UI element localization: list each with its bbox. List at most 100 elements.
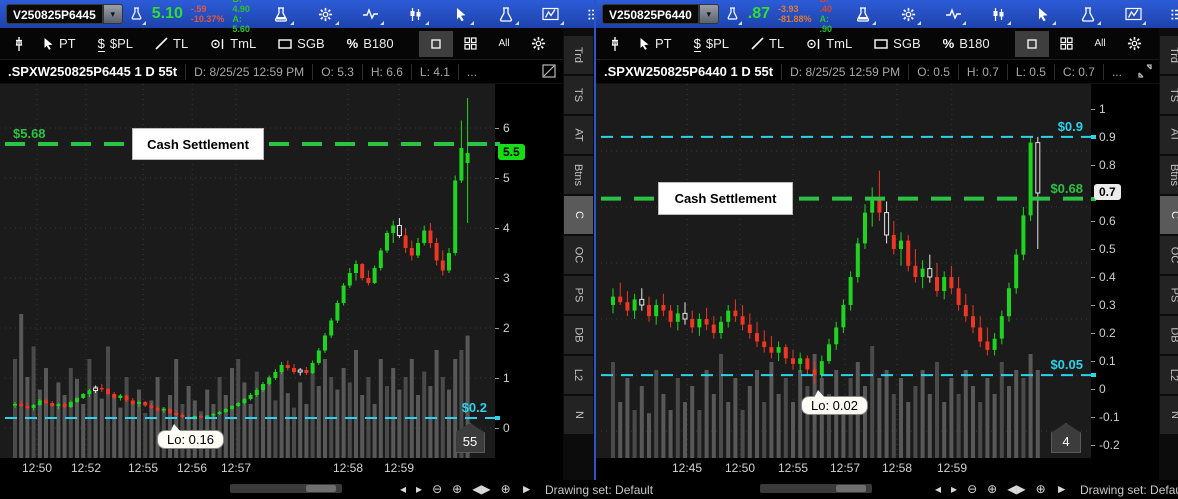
symbol-dropdown-button[interactable]: ▾ <box>102 4 123 24</box>
price-chart[interactable]: Cash Settlement Lo: 0.16 55 $5.68 $0.2 <box>5 84 495 458</box>
crosshair-icon[interactable]: ⊕ <box>500 482 511 496</box>
zoom-out-icon[interactable]: ⊖ <box>432 482 443 496</box>
h-scrollbar-handle[interactable] <box>306 485 336 492</box>
symbol-input[interactable]: V250825P6445 <box>6 4 103 24</box>
grid-view-button[interactable] <box>1049 31 1083 57</box>
tl-button[interactable]: TL <box>146 32 197 55</box>
gear-icon[interactable] <box>317 5 339 25</box>
side-tab-trd[interactable]: Trd <box>1160 36 1178 74</box>
side-tab-btns[interactable]: Btns <box>564 156 593 194</box>
zoom-in-icon[interactable]: ⊕ <box>987 482 998 496</box>
grid-view-button[interactable] <box>453 31 487 57</box>
b180-button[interactable]: % B180 <box>942 36 990 51</box>
side-tab-db[interactable]: DB <box>564 316 593 354</box>
time-axis[interactable]: 12:45 12:50 12:55 12:57 12:58 12:59 <box>596 458 1159 480</box>
cursor-pointer-icon[interactable] <box>1034 5 1057 25</box>
time-axis[interactable]: 12:50 12:52 12:55 12:56 12:57 12:58 12:59 <box>0 458 563 480</box>
pan-left-icon[interactable]: ◂ <box>935 482 942 496</box>
side-tab-ps[interactable]: PS <box>564 276 593 314</box>
side-tab-l2[interactable]: L2 <box>1160 356 1178 394</box>
zoom-in-icon[interactable]: ⊕ <box>452 482 463 496</box>
cursor-mode-icon[interactable]: ► <box>1055 482 1068 496</box>
pan-left-icon[interactable]: ◂ <box>400 482 407 496</box>
side-tab-at[interactable]: AT <box>1160 116 1178 154</box>
pin-toolbar-button[interactable] <box>604 32 626 56</box>
bar-width-icon[interactable]: ◀▶ <box>472 482 491 496</box>
all-button[interactable]: All <box>1094 38 1106 49</box>
side-tab-n[interactable]: N <box>564 396 593 434</box>
tl-button[interactable]: TL <box>742 32 793 55</box>
side-tab-ts[interactable]: TS <box>564 76 593 114</box>
symbol-input[interactable]: V250825P6440 <box>602 4 699 24</box>
price-axis[interactable]: 6 5 4 3 2 1 0 5.5 <box>495 84 563 458</box>
studies-pulse-icon[interactable] <box>362 5 384 25</box>
side-tab-oc[interactable]: OC <box>1160 236 1178 274</box>
chart-settings-gear-icon[interactable] <box>521 31 555 57</box>
pt-button[interactable]: PT <box>34 32 85 55</box>
chart-left-gutter <box>0 84 5 458</box>
drawing-set-label[interactable]: Drawing set: Default <box>545 483 654 497</box>
analyze-flask-icon[interactable] <box>1079 5 1102 25</box>
sgb-button[interactable]: SGB <box>865 32 929 55</box>
pin-toolbar-button[interactable] <box>8 32 30 56</box>
title-bar: V250825P6440 ▾ .87 -3.93 -81.88% B: .40 … <box>596 0 1178 34</box>
cash-settlement-note[interactable]: Cash Settlement <box>658 182 793 216</box>
side-tab-ps[interactable]: PS <box>1160 276 1178 314</box>
side-tab-trd[interactable]: Trd <box>564 36 593 74</box>
cash-settlement-note[interactable]: Cash Settlement <box>132 128 264 160</box>
y-tick-mark <box>1091 165 1095 166</box>
bottom-control-bar: ◂ ▸ ⊖ ⊕ ◀▶ ⊕ ► Drawing set: Default ◂ ▸ ⊖ ⊕ ◀… <box>0 480 1178 499</box>
b180-button[interactable]: % B180 <box>346 36 394 51</box>
side-tab-ts[interactable]: TS <box>1160 76 1178 114</box>
pan-right-icon[interactable]: ▸ <box>416 482 423 496</box>
y-tick-mark <box>495 228 499 229</box>
side-tab-btns[interactable]: Btns <box>1160 156 1178 194</box>
studies-pulse-icon[interactable] <box>944 5 967 25</box>
crosshair-icon[interactable]: ⊕ <box>1035 482 1046 496</box>
single-view-button[interactable] <box>419 30 453 57</box>
pan-right-icon[interactable]: ▸ <box>951 482 958 496</box>
chart-settings-gear-icon[interactable] <box>1117 31 1151 57</box>
pattern-candles-icon[interactable] <box>989 5 1012 25</box>
symbol-dropdown-button[interactable]: ▾ <box>698 4 719 24</box>
mini-flask-icon[interactable] <box>727 5 742 25</box>
restore-chart-icon[interactable] <box>1137 63 1153 84</box>
spl-button[interactable]: $ $PL <box>693 35 729 52</box>
tml-button[interactable]: TmL <box>201 32 265 55</box>
h-scrollbar[interactable] <box>230 484 342 493</box>
bar-width-icon[interactable]: ◀▶ <box>1007 482 1026 496</box>
side-tab-at[interactable]: AT <box>564 116 593 154</box>
cursor-pointer-icon[interactable] <box>452 5 474 25</box>
gear-icon[interactable] <box>899 5 922 25</box>
side-tab-n[interactable]: N <box>1160 396 1178 434</box>
pt-button[interactable]: PT <box>630 32 681 55</box>
analyze-flask-icon[interactable] <box>497 5 519 25</box>
side-tab-c[interactable]: C <box>564 196 593 234</box>
menu-list-icon[interactable] <box>1169 5 1178 23</box>
drawing-set-label[interactable]: Drawing set: Default <box>1080 483 1178 497</box>
pattern-candles-icon[interactable] <box>407 5 429 25</box>
mini-flask-icon[interactable] <box>131 5 146 25</box>
side-tab-c[interactable]: C <box>1160 196 1178 234</box>
strategy-chart-icon[interactable] <box>542 5 564 25</box>
tml-button[interactable]: TmL <box>797 32 861 55</box>
spl-button[interactable]: $ $PL <box>97 35 133 52</box>
flask-icon[interactable] <box>854 5 877 25</box>
side-tab-db[interactable]: DB <box>1160 316 1178 354</box>
chart-panel-right: V250825P6440 ▾ .87 -3.93 -81.88% B: .40 … <box>594 0 1178 499</box>
side-tab-l2[interactable]: L2 <box>564 356 593 394</box>
h-scrollbar-handle[interactable] <box>836 485 866 492</box>
strategy-chart-icon[interactable] <box>1124 5 1147 25</box>
price-axis[interactable]: 1 0.9 0.8 0.6 0.5 0.4 0.3 0.2 0.1 0 -0.1 -0.2 0.7 <box>1091 84 1159 458</box>
single-view-button[interactable] <box>1015 30 1049 57</box>
menu-list-icon[interactable] <box>587 5 594 23</box>
cursor-mode-icon[interactable]: ► <box>520 482 533 496</box>
maximize-chart-icon[interactable] <box>541 63 557 84</box>
sgb-button[interactable]: SGB <box>269 32 333 55</box>
price-chart[interactable]: Cash Settlement Lo: 0.02 4 $0.9 $0.68 $0.0… <box>601 84 1091 458</box>
all-button[interactable]: All <box>498 38 510 49</box>
zoom-out-icon[interactable]: ⊖ <box>967 482 978 496</box>
h-scrollbar[interactable] <box>760 484 872 493</box>
flask-icon[interactable] <box>272 5 294 25</box>
side-tab-oc[interactable]: OC <box>564 236 593 274</box>
